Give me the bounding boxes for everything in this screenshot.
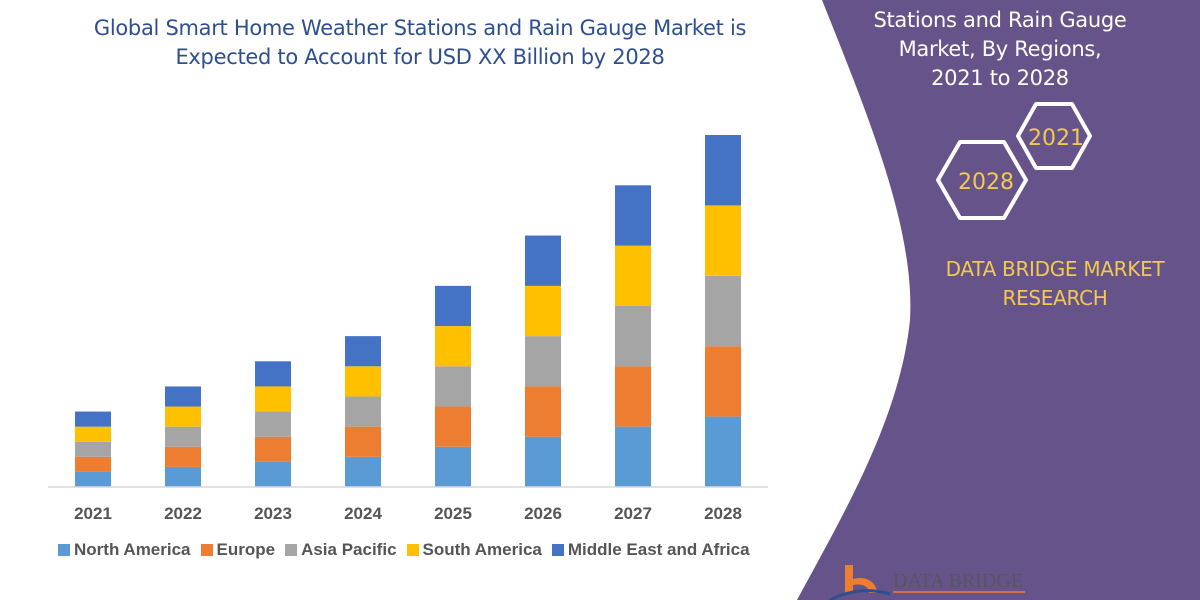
bar-north-america-2028 — [705, 416, 741, 487]
hexagon-2021: 2021 — [1016, 102, 1092, 170]
bar-europe-2023 — [255, 436, 291, 462]
bar-north-america-2022 — [165, 466, 201, 487]
data-bridge-logo: DATA BRIDGE — [829, 565, 1025, 600]
bar-europe-2028 — [705, 346, 741, 417]
bar-asia-pacific-2021 — [75, 441, 111, 457]
bar-north-america-2023 — [255, 461, 291, 487]
bar-north-america-2026 — [525, 436, 561, 487]
legend: North America Europe Asia Pacific South Ame… — [58, 540, 750, 560]
brand-line: DATA BRIDGE MARKET — [945, 257, 1165, 281]
bar-south-america-2024 — [345, 366, 381, 397]
panel-title-line: Market, By Regions, — [898, 37, 1102, 61]
bar-middle-east-and-africa-2026 — [525, 235, 561, 286]
x-tick-label: 2022 — [164, 504, 202, 523]
purple-panel — [797, 0, 1200, 600]
bar-middle-east-and-africa-2028 — [705, 135, 741, 206]
bar-europe-2022 — [165, 446, 201, 467]
svg-text:DATA BRIDGE: DATA BRIDGE — [893, 570, 1023, 592]
bar-south-america-2028 — [705, 205, 741, 276]
legend-label: North America — [74, 540, 191, 559]
x-tick-label: 2024 — [344, 504, 382, 523]
hex-year-2028: 2028 — [958, 170, 1014, 195]
legend-swatch — [200, 544, 213, 556]
x-tick-label: 2028 — [704, 504, 742, 523]
legend-swatch — [406, 544, 419, 556]
bar-asia-pacific-2024 — [345, 396, 381, 427]
panel-title-line: 2021 to 2028 — [931, 66, 1069, 90]
x-tick-label: 2023 — [254, 504, 292, 523]
bar-asia-pacific-2028 — [705, 275, 741, 347]
bar-south-america-2027 — [615, 245, 651, 306]
bar-south-america-2021 — [75, 426, 111, 442]
bar-europe-2021 — [75, 456, 111, 472]
legend-item: Asia Pacific — [285, 540, 397, 560]
x-tick-label: 2025 — [434, 504, 472, 523]
panel-title: Stations and Rain Gauge Market, By Regio… — [850, 6, 1150, 93]
bar-middle-east-and-africa-2023 — [255, 361, 291, 387]
x-tick-label: 2026 — [524, 504, 562, 523]
bar-europe-2026 — [525, 386, 561, 437]
bar-europe-2024 — [345, 426, 381, 457]
bar-middle-east-and-africa-2027 — [615, 185, 651, 246]
x-tick-label: 2021 — [74, 504, 112, 523]
bar-asia-pacific-2027 — [615, 305, 651, 367]
bar-asia-pacific-2023 — [255, 411, 291, 437]
bar-middle-east-and-africa-2022 — [165, 386, 201, 407]
bar-middle-east-and-africa-2024 — [345, 336, 381, 367]
bar-europe-2025 — [435, 406, 471, 447]
bar-south-america-2026 — [525, 285, 561, 337]
bar-south-america-2022 — [165, 406, 201, 427]
legend-label: Middle East and Africa — [567, 540, 750, 559]
bar-south-america-2025 — [435, 326, 471, 367]
brand-line: RESEARCH — [1002, 286, 1108, 310]
legend-label: Asia Pacific — [301, 540, 397, 559]
hexagon-2028: 2028 — [936, 140, 1028, 220]
bar-north-america-2025 — [435, 446, 471, 487]
hex-year-2021: 2021 — [1028, 126, 1084, 151]
legend-item: South America — [406, 540, 542, 560]
brand-name: DATA BRIDGE MARKET RESEARCH — [910, 255, 1200, 313]
panel-title-line: Stations and Rain Gauge — [873, 8, 1127, 32]
legend-item: North America — [58, 540, 191, 560]
bar-north-america-2021 — [75, 471, 111, 487]
bar-south-america-2023 — [255, 386, 291, 412]
x-tick-label: 2027 — [614, 504, 652, 523]
bar-middle-east-and-africa-2021 — [75, 411, 111, 427]
stacked-bar-chart — [75, 135, 741, 487]
chart-title: Global Smart Home Weather Stations and R… — [93, 16, 747, 69]
legend-label: Europe — [216, 540, 276, 559]
bar-middle-east-and-africa-2025 — [435, 285, 471, 327]
legend-swatch — [58, 544, 70, 556]
bar-north-america-2027 — [615, 426, 651, 487]
legend-item: Middle East and Africa — [551, 540, 750, 560]
bar-asia-pacific-2022 — [165, 426, 201, 447]
bar-north-america-2024 — [345, 456, 381, 487]
bar-asia-pacific-2026 — [525, 336, 561, 387]
legend-swatch — [285, 544, 298, 556]
legend-item: Europe — [200, 540, 276, 560]
legend-swatch — [551, 544, 564, 556]
legend-label: South America — [422, 540, 542, 559]
bar-asia-pacific-2025 — [435, 366, 471, 407]
bar-europe-2027 — [615, 366, 651, 427]
